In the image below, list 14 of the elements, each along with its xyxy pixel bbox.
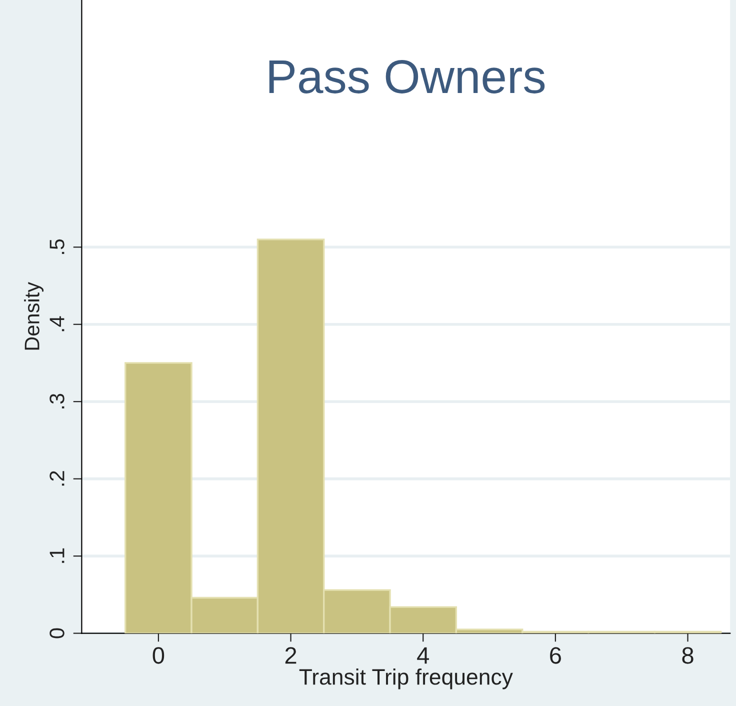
y-tick-label: .2: [50, 471, 64, 486]
x-tick-label: 4: [417, 647, 429, 664]
x-axis-title: Transit Trip frequency: [299, 668, 513, 690]
x-tick-label: 2: [285, 647, 296, 664]
text: Pass Owners: [269, 60, 545, 94]
y-tick-label: .1: [50, 548, 64, 563]
x-tick-label: 8: [682, 647, 694, 664]
y-tick-label: .3: [50, 394, 64, 408]
y-tick-label: .5: [50, 239, 64, 254]
x-tick-label: 6: [550, 647, 561, 664]
y-axis-title: Density: [24, 282, 44, 350]
y-tick-label: .4: [50, 316, 64, 332]
x-tick-label: 0: [152, 647, 164, 664]
y-tick-label: 0: [50, 628, 64, 638]
